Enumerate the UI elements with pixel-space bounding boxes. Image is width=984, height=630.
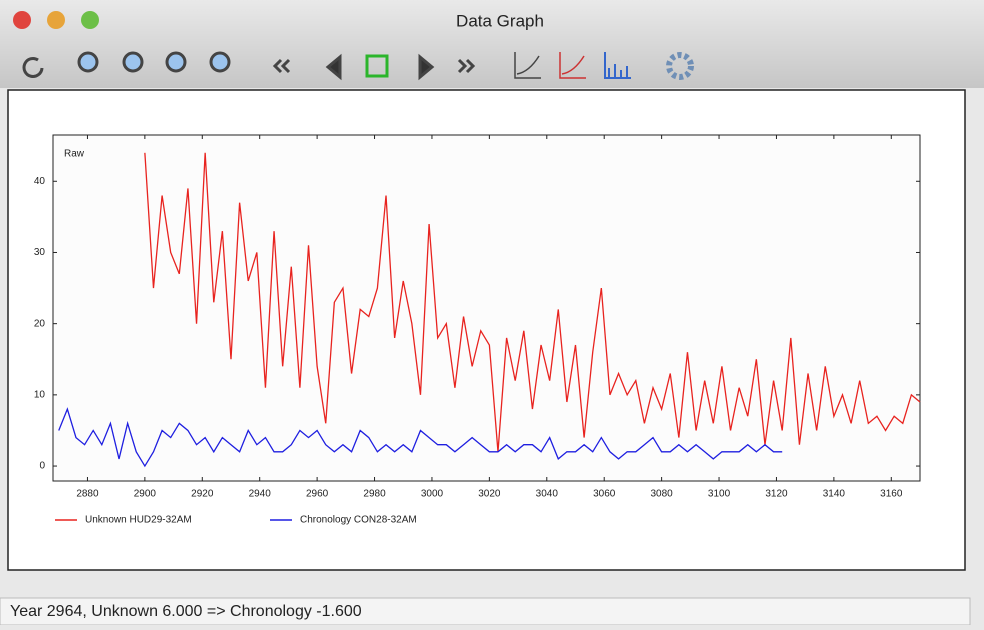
y-tick-label: 0 [39, 461, 45, 472]
close-button[interactable] [13, 11, 31, 29]
status-text: Year 2964, Unknown 6.000 => Chronology -… [10, 603, 362, 620]
y-tick-label: 20 [34, 318, 46, 329]
x-tick-label: 3060 [593, 489, 616, 500]
x-tick-label: 2940 [249, 489, 272, 500]
x-tick-label: 3000 [421, 489, 444, 500]
x-tick-label: 3100 [708, 489, 731, 500]
prev-icon[interactable] [325, 53, 342, 81]
series-line [58, 407, 783, 468]
zoom-in-icon[interactable] [77, 51, 99, 73]
toolbar [22, 51, 694, 81]
x-tick-label: 3040 [536, 489, 559, 500]
refresh-icon[interactable] [22, 57, 44, 78]
x-tick-label: 2920 [191, 489, 214, 500]
title-toolbar-bg [0, 0, 984, 88]
settings-icon[interactable] [666, 52, 694, 80]
zoom-button[interactable] [81, 11, 99, 29]
legend-label: Unknown HUD29-32AM [85, 515, 192, 526]
window-title: Data Graph [456, 11, 544, 30]
y-tick-label: 10 [34, 389, 46, 400]
x-tick-label: 3140 [823, 489, 846, 500]
y-tick-label: 30 [34, 247, 46, 258]
series-line [144, 152, 921, 452]
plot-label: Raw [64, 149, 85, 160]
zoom-fit-icon[interactable] [165, 51, 187, 73]
x-tick-label: 2900 [134, 489, 157, 500]
first-icon[interactable] [272, 58, 291, 74]
x-tick-label: 3120 [765, 489, 788, 500]
next-icon[interactable] [418, 53, 435, 81]
histogram-icon[interactable] [604, 52, 631, 79]
x-tick-label: 2880 [76, 489, 99, 500]
stop-icon[interactable] [365, 54, 389, 78]
zoom-reset-icon[interactable] [209, 51, 231, 73]
minimize-button[interactable] [47, 11, 65, 29]
x-tick-label: 2960 [306, 489, 329, 500]
graph-icon-2[interactable] [559, 52, 586, 79]
plot-area [52, 134, 921, 482]
x-tick-label: 3020 [478, 489, 501, 500]
x-tick-label: 3160 [880, 489, 903, 500]
y-tick-label: 40 [34, 176, 46, 187]
legend-label: Chronology CON28-32AM [300, 515, 417, 526]
last-icon[interactable] [457, 58, 476, 74]
graph-icon-1[interactable] [514, 52, 541, 79]
x-tick-label: 2980 [363, 489, 386, 500]
status-bar [0, 597, 971, 626]
zoom-out-icon[interactable] [122, 51, 144, 73]
x-tick-label: 3080 [650, 489, 673, 500]
